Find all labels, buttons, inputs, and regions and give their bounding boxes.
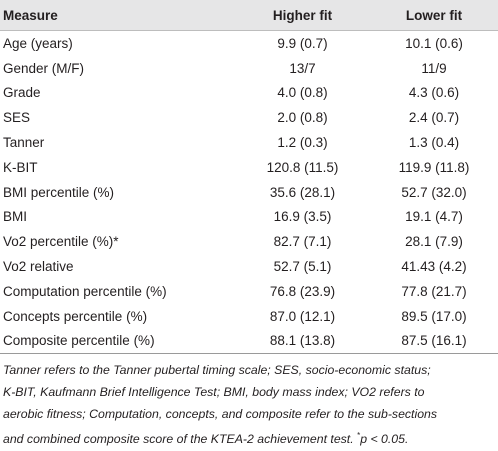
table-row: Composite percentile (%) 88.1 (13.8) 87.5 …: [0, 328, 498, 355]
value-cell: 1.3 (0.4): [408, 135, 460, 151]
significance-note: p < 0.05.: [360, 432, 409, 447]
table-row: BMI percentile (%) 35.6 (28.1) 52.7 (32.0): [0, 180, 498, 205]
table-row: Age (years) 9.9 (0.7) 10.1 (0.6): [0, 31, 498, 56]
value-cell: 10.1 (0.6): [405, 35, 463, 51]
measure-cell: Concepts percentile (%): [3, 308, 148, 324]
measure-cell: Grade: [3, 85, 41, 101]
value-cell: 89.5 (17.0): [401, 308, 467, 324]
value-cell: 82.7 (7.1): [273, 234, 332, 250]
table-header: Measure Higher fit Lower fit: [0, 0, 498, 31]
value-cell: 28.1 (7.9): [405, 234, 463, 250]
value-cell: 35.6 (28.1): [269, 184, 336, 200]
value-cell: 16.9 (3.5): [273, 209, 332, 225]
value-cell: 120.8 (11.5): [266, 159, 339, 175]
measure-cell: BMI percentile (%): [3, 184, 115, 200]
value-cell: 88.1 (13.8): [235, 328, 370, 355]
header-cell: Measure: [0, 0, 235, 31]
table-row: Gender (M/F) 13/7 11/9: [0, 56, 498, 81]
table-row: Concepts percentile (%) 87.0 (12.1) 89.5 (…: [0, 304, 498, 329]
value-cell: 52.7 (32.0): [401, 184, 467, 200]
data-table: Measure Higher fit Lower fit Age (years) 9.…: [0, 0, 498, 355]
footnote-line: K-BIT, Kaufmann Brief Intelligence Test;…: [3, 382, 498, 404]
table-row: Tanner 1.2 (0.3) 1.3 (0.4): [0, 130, 498, 155]
footnote-text: aerobic fitness; Computation, concepts, …: [3, 406, 438, 421]
measure-cell: BMI: [3, 209, 28, 225]
value-cell: 19.1 (4.7): [405, 209, 463, 225]
table-row: Computation percentile (%) 76.8 (23.9) 77.…: [0, 279, 498, 304]
value-cell: 11/9: [421, 60, 447, 76]
value-cell: 4.3 (0.6): [408, 85, 460, 101]
measure-cell: Vo2 percentile (%)*: [3, 234, 119, 250]
footnote-line: Tanner refers to the Tanner pubertal tim…: [3, 360, 498, 382]
measure-cell: Vo2 relative: [3, 259, 74, 275]
value-cell: 87.0 (12.1): [269, 308, 336, 324]
value-cell: 4.0 (0.8): [277, 85, 328, 101]
value-cell: 52.7 (5.1): [273, 259, 332, 275]
measure-cell: K-BIT: [3, 159, 38, 175]
value-cell: 13/7: [289, 60, 316, 76]
footnote: Tanner refers to the Tanner pubertal tim…: [0, 354, 498, 450]
footnote-line: aerobic fitness; Computation, concepts, …: [3, 404, 498, 426]
value-cell: 87.5 (16.1): [370, 328, 498, 355]
footnote-mark: *: [357, 431, 361, 441]
value-cell: 2.4 (0.7): [408, 110, 460, 126]
table-body: Age (years) 9.9 (0.7) 10.1 (0.6) Gender (M/…: [0, 31, 498, 355]
header-cell: Higher fit: [235, 0, 370, 31]
footnote-line: and combined composite score of the KTEA…: [3, 425, 498, 451]
table-row: BMI 16.9 (3.5) 19.1 (4.7): [0, 205, 498, 230]
footnote-text: K-BIT, Kaufmann Brief Intelligence Test;…: [3, 384, 425, 399]
table-row: SES 2.0 (0.8) 2.4 (0.7): [0, 105, 498, 130]
value-cell: 119.9 (11.8): [398, 159, 470, 175]
measure-cell: Computation percentile (%): [3, 283, 167, 299]
measure-cell: Gender (M/F): [3, 60, 85, 76]
table-row: Grade 4.0 (0.8) 4.3 (0.6): [0, 81, 498, 106]
measure-cell: Age (years): [3, 35, 73, 51]
value-cell: 9.9 (0.7): [277, 35, 328, 51]
value-cell: 2.0 (0.8): [277, 110, 328, 126]
value-cell: 1.2 (0.3): [277, 135, 328, 151]
value-cell: 41.43 (4.2): [401, 259, 467, 275]
table-row: Vo2 percentile (%)* 82.7 (7.1) 28.1 (7.9): [0, 229, 498, 254]
value-cell: 76.8 (23.9): [269, 283, 336, 299]
value-cell: 77.8 (21.7): [401, 283, 467, 299]
header-row: Measure Higher fit Lower fit: [0, 0, 498, 31]
footnote-text: and combined composite score of the KTEA…: [3, 432, 358, 447]
header-cell: Lower fit: [370, 0, 498, 31]
measure-cell: Composite percentile (%): [0, 328, 235, 355]
measure-cell: SES: [3, 110, 31, 126]
table-row: K-BIT 120.8 (11.5) 119.9 (11.8): [0, 155, 498, 180]
measure-cell: Tanner: [3, 135, 45, 151]
footnote-text: Tanner refers to the Tanner pubertal tim…: [3, 363, 431, 378]
table-row: Vo2 relative 52.7 (5.1) 41.43 (4.2): [0, 254, 498, 279]
